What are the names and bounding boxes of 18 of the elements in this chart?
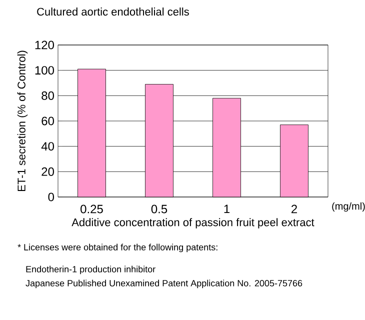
y-tick-label: 40 <box>41 142 54 151</box>
x-axis-title: Additive concentration of passion fruit peel extract <box>72 218 314 228</box>
text: (mg/ml) <box>332 202 365 212</box>
text: Japanese Published Unexamined Patent Application No. 2005-75766 <box>26 280 302 288</box>
y-tick-label: 120 <box>35 40 54 50</box>
y-tick-label: 0 <box>48 192 54 202</box>
text: * Licenses were obtained for the following patents: <box>18 244 218 252</box>
y-tick-label: 100 <box>35 66 54 75</box>
x-tick-label: 0.25 <box>80 204 103 214</box>
text: Endotherin-1 production inhibitor <box>26 266 156 274</box>
y-tick-label: 20 <box>42 167 54 176</box>
y-tick-label: 60 <box>42 116 54 126</box>
x-tick-label: 1 <box>224 204 230 214</box>
y-tick-label: 80 <box>42 91 54 100</box>
y-axis-title: ET-1 secretion (% of Control) <box>17 50 28 191</box>
chart-title: Cultured aortic endothelial cells <box>37 8 189 16</box>
x-tick-label: 0.5 <box>151 204 168 214</box>
x-tick-label: 2 <box>292 204 297 214</box>
